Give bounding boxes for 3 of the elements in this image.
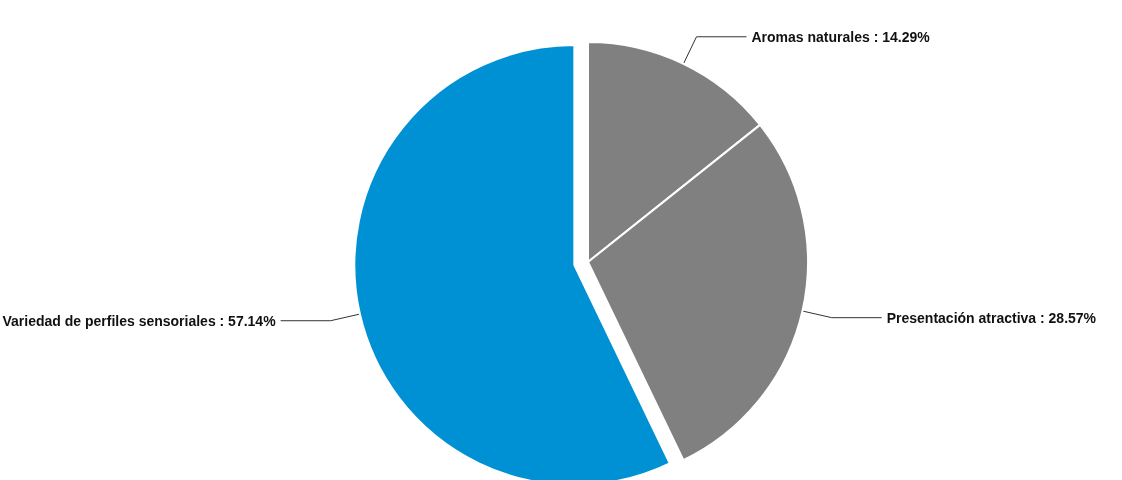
slice-label: Variedad de perfiles sensoriales : 57.14% (2, 312, 277, 329)
slice-label: Presentación atractiva : 28.57% (886, 309, 1097, 326)
slice-label: Aromas naturales : 14.29% (751, 28, 931, 45)
